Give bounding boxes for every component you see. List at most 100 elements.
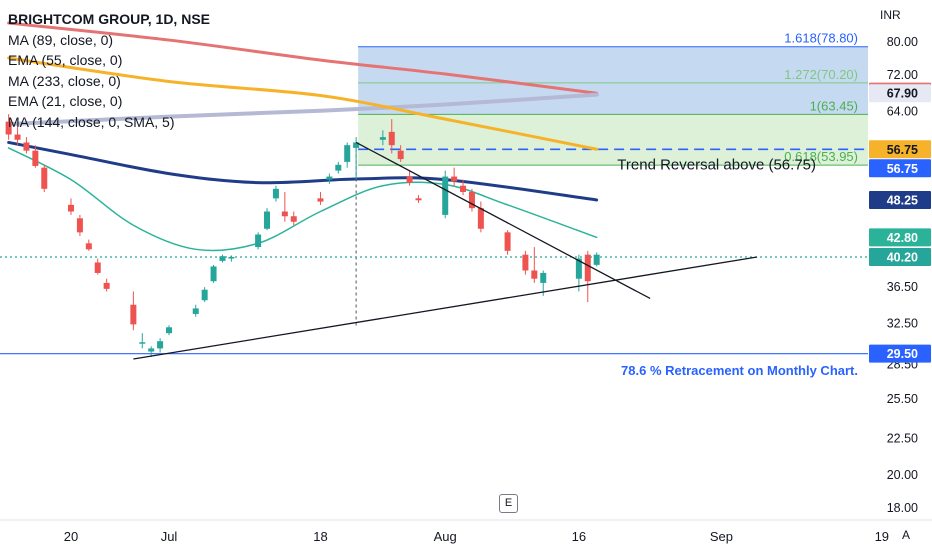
candle-body-5 bbox=[68, 204, 74, 212]
price-label-bg-2 bbox=[869, 140, 931, 159]
indicator-ma-89[interactable]: MA (89, close, 0) bbox=[8, 31, 114, 48]
candle-body-28 bbox=[344, 145, 351, 162]
indicator-ma-233[interactable]: MA (233, close, 0) bbox=[8, 72, 121, 89]
currency-unit: INR bbox=[880, 8, 901, 22]
candle-body-2 bbox=[23, 142, 30, 151]
candle-body-36 bbox=[451, 176, 458, 182]
candle-body-25 bbox=[317, 198, 324, 202]
ma-line-2 bbox=[7, 56, 599, 151]
candle-body-24 bbox=[290, 216, 297, 222]
candle-body-46 bbox=[593, 254, 600, 265]
price-label-bg-3 bbox=[869, 159, 931, 178]
candle-body-4 bbox=[41, 167, 48, 189]
indicator-ema-21[interactable]: EMA (21, close, 0) bbox=[8, 93, 123, 109]
fib-zone-lower bbox=[358, 114, 868, 166]
candle-body-22 bbox=[272, 188, 279, 199]
price-label-1: 67.90 bbox=[887, 87, 918, 101]
x-tick-label-2: 18 bbox=[313, 529, 327, 544]
trendline-0 bbox=[133, 256, 758, 360]
candle-body-41 bbox=[522, 254, 529, 271]
x-tick-label-3: Aug bbox=[434, 529, 457, 544]
candle-body-31 bbox=[388, 131, 395, 146]
earnings-event-marker[interactable]: E bbox=[499, 494, 518, 513]
candle-body-35 bbox=[442, 176, 449, 215]
fib-bands-layer: 1.618(78.80) 1.272(70.20) 1(63.45) 0.618(53… bbox=[355, 31, 868, 329]
auto-scale-button[interactable]: A bbox=[901, 528, 910, 542]
candle-body-14 bbox=[166, 327, 173, 334]
candle-body-16 bbox=[201, 289, 208, 301]
y-tick-label-1: 20.00 bbox=[887, 468, 918, 482]
candle-body-38 bbox=[468, 191, 475, 209]
candle-body-15 bbox=[192, 308, 199, 314]
candle-body-19 bbox=[228, 256, 235, 259]
candle-body-23 bbox=[281, 211, 288, 217]
candle-body-26 bbox=[326, 176, 333, 180]
candle-body-7 bbox=[85, 243, 92, 250]
price-label-4: 48.25 bbox=[887, 193, 918, 207]
candle-body-9 bbox=[103, 282, 110, 289]
indicator-ma-144[interactable]: MA (144, close, 0, SMA, 5) bbox=[8, 113, 175, 130]
trendlines-layer bbox=[133, 141, 758, 360]
fib-level-label-2: 1(63.45) bbox=[810, 98, 858, 113]
candle-body-29 bbox=[353, 142, 360, 148]
x-tick-label-1: Jul bbox=[161, 529, 178, 544]
x-tick-label-5: Sep bbox=[710, 529, 733, 544]
candle-body-11 bbox=[139, 342, 146, 344]
candle-body-3 bbox=[32, 150, 39, 166]
trendline-1 bbox=[355, 141, 651, 300]
candle-body-43 bbox=[540, 272, 547, 283]
candle-body-45 bbox=[584, 254, 591, 282]
y-tick-label-11: 64.00 bbox=[887, 105, 918, 119]
x-tick-label-4: 16 bbox=[572, 529, 586, 544]
y-axis[interactable]: 18.0020.0022.5025.5028.5032.5036.5064.00… bbox=[868, 0, 932, 550]
price-label-5: 42.80 bbox=[887, 231, 918, 245]
ma-line-1 bbox=[6, 92, 599, 127]
y-tick-label-14: 72.00 bbox=[887, 68, 918, 82]
candle-body-0 bbox=[5, 121, 12, 135]
candle-body-17 bbox=[210, 266, 217, 282]
fib-level-label-1: 1.272(70.20) bbox=[784, 67, 858, 82]
candle-body-12 bbox=[148, 348, 155, 352]
horizontal-lines-layer bbox=[0, 148, 868, 355]
annotation-1: 78.6 % Retracement on Monthly Chart. bbox=[621, 363, 858, 378]
y-tick-label-5: 32.50 bbox=[887, 316, 918, 330]
price-label-7: 29.50 bbox=[887, 347, 918, 361]
x-axis[interactable]: 20 Jul 18 Aug 16 Sep 19 bbox=[0, 519, 932, 544]
candle-body-27 bbox=[335, 164, 342, 171]
candle-body-13 bbox=[157, 341, 164, 349]
annotation-0: Trend Reversal above (56.75) bbox=[617, 156, 816, 173]
ma-line-0 bbox=[7, 21, 599, 95]
y-tick-label-6: 36.50 bbox=[887, 280, 918, 294]
candle-body-33 bbox=[406, 176, 413, 183]
candle-body-20 bbox=[255, 234, 262, 248]
y-tick-label-3: 25.50 bbox=[887, 392, 918, 406]
candle-body-32 bbox=[397, 150, 404, 160]
price-label-bg-4 bbox=[869, 190, 931, 209]
symbol-title[interactable]: BRIGHTCOM GROUP, 1D, NSE bbox=[8, 11, 210, 27]
fib-level-label-0: 1.618(78.80) bbox=[784, 31, 858, 46]
chart-legend: BRIGHTCOM GROUP, 1D, NSE MA (89, close, … bbox=[8, 9, 210, 132]
candle-body-44 bbox=[575, 258, 582, 279]
ma-line-4 bbox=[7, 147, 598, 252]
candles-layer bbox=[5, 114, 600, 357]
candle-body-21 bbox=[264, 211, 271, 229]
price-label-6: 40.20 bbox=[887, 250, 918, 264]
candle-body-42 bbox=[531, 270, 538, 279]
price-label-bg-1 bbox=[869, 84, 931, 103]
price-label-bg-5 bbox=[869, 228, 931, 247]
x-tick-label-0: 20 bbox=[64, 529, 78, 544]
y-tick-label-15: 80.00 bbox=[887, 35, 918, 49]
price-label-bg-7 bbox=[869, 344, 931, 363]
price-label-3: 56.75 bbox=[887, 162, 918, 176]
indicator-ema-55[interactable]: EMA (55, close, 0) bbox=[8, 52, 123, 68]
candle-body-18 bbox=[219, 256, 226, 261]
moving-averages-layer bbox=[6, 21, 599, 252]
candle-body-34 bbox=[415, 198, 422, 201]
price-label-2: 56.75 bbox=[887, 143, 918, 157]
candle-body-37 bbox=[460, 185, 467, 192]
fib-level-label-3: 0.618(53.95) bbox=[784, 149, 858, 164]
price-label-bg-6 bbox=[869, 247, 931, 266]
candle-body-6 bbox=[76, 218, 83, 233]
